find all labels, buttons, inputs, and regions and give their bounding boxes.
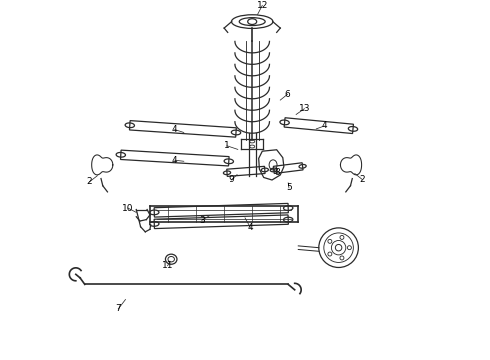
Text: 13: 13 xyxy=(298,104,310,113)
Text: 4: 4 xyxy=(172,156,177,165)
Text: 11: 11 xyxy=(162,261,173,270)
Text: 2: 2 xyxy=(359,175,365,184)
Text: 12: 12 xyxy=(257,1,268,10)
Text: 7: 7 xyxy=(116,304,121,313)
Text: 4: 4 xyxy=(172,125,177,134)
Text: 4: 4 xyxy=(321,122,327,130)
Text: 4: 4 xyxy=(247,223,253,232)
Text: 10: 10 xyxy=(122,203,134,212)
Text: 8: 8 xyxy=(274,168,280,177)
Text: 3: 3 xyxy=(199,216,205,225)
Text: 6: 6 xyxy=(285,90,291,99)
Text: 9: 9 xyxy=(228,175,234,184)
Text: 5: 5 xyxy=(286,184,292,192)
Text: 1: 1 xyxy=(224,141,230,150)
Text: 2: 2 xyxy=(87,177,92,186)
